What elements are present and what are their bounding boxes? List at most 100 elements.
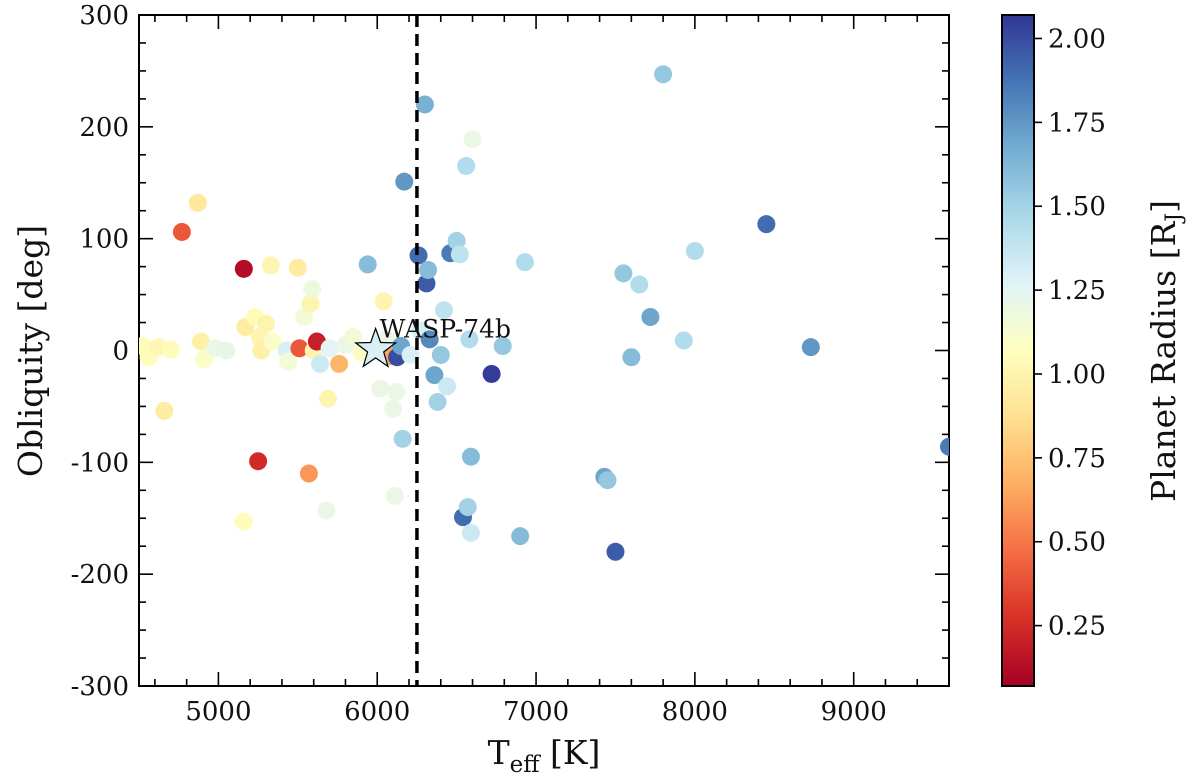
data-point: [511, 527, 530, 546]
colorbar-tick-label: 1.50: [1048, 192, 1106, 222]
data-point: [161, 340, 180, 359]
data-point: [630, 275, 649, 294]
axis-ticks: [139, 14, 950, 687]
x-tick-label: 9000: [821, 697, 887, 727]
colorbar-tick-label: 1.25: [1048, 276, 1106, 306]
data-point: [598, 471, 617, 490]
colorbar-tick-label: 1.00: [1048, 360, 1106, 390]
colorbar-gradient: [1001, 14, 1035, 687]
y-tick-label: -100: [71, 448, 129, 478]
scatter-axes: WASP-74b: [138, 14, 950, 687]
data-point: [641, 307, 660, 326]
y-tick-label: 200: [79, 113, 129, 143]
data-point: [447, 231, 466, 250]
data-point: [279, 352, 298, 371]
data-point: [458, 498, 477, 517]
colorbar-label-end: ]: [1144, 200, 1183, 213]
highlight-marker: [353, 326, 398, 368]
data-point: [654, 65, 673, 84]
data-point: [371, 379, 390, 398]
data-point: [311, 354, 330, 373]
data-point: [463, 130, 482, 149]
colorbar: 0.25 0.50 0.75 1.00 1.25 1.50 1.75 2.00 Planet …: [1001, 14, 1187, 687]
data-point: [217, 341, 236, 360]
data-point: [317, 501, 336, 520]
data-point: [606, 542, 625, 561]
data-point: [172, 222, 191, 241]
data-point: [515, 253, 534, 272]
data-point: [330, 354, 349, 373]
colorbar-label-sub: J: [1162, 213, 1187, 224]
x-tick-label: 5000: [185, 697, 251, 727]
data-point: [263, 332, 282, 351]
data-point: [195, 350, 214, 369]
data-point: [482, 364, 501, 383]
data-point: [395, 172, 414, 191]
y-tick-label: 100: [79, 225, 129, 255]
data-point: [344, 328, 363, 347]
data-point: [393, 429, 412, 448]
data-point: [614, 264, 633, 283]
data-point: [295, 307, 314, 326]
data-point: [374, 292, 393, 311]
y-tick-label: 0: [112, 337, 129, 367]
data-point: [261, 256, 280, 275]
data-point: [257, 314, 276, 333]
x-axis-label: Teff [K]: [488, 733, 601, 778]
data-point: [757, 215, 776, 234]
data-point: [460, 330, 479, 349]
data-point: [431, 345, 450, 364]
y-axis-label: Obliquity [deg]: [11, 225, 50, 477]
data-point: [461, 523, 480, 542]
y-tick-labels: -300 -200 -100 0 100 200 300: [71, 1, 129, 702]
colorbar-label: Planet Radius [RJ]: [1144, 200, 1187, 502]
x-tick-label: 7000: [503, 697, 569, 727]
data-point: [940, 437, 949, 456]
data-point: [493, 337, 512, 356]
data-point: [303, 279, 322, 298]
data-point: [299, 464, 318, 483]
data-point: [419, 260, 438, 279]
data-point: [409, 246, 428, 265]
data-point: [301, 294, 320, 313]
wasp-74b-star-icon: [353, 326, 398, 368]
data-point: [420, 330, 439, 349]
x-axis-label-unit: [K]: [540, 733, 601, 772]
colorbar-tick-label: 1.75: [1048, 108, 1106, 138]
data-point: [434, 301, 453, 320]
data-point: [457, 156, 476, 175]
data-point: [801, 338, 820, 357]
x-tick-labels: 5000 6000 7000 8000 9000: [185, 697, 886, 727]
colorbar-tick-label: 0.75: [1048, 444, 1106, 474]
data-point: [234, 259, 253, 278]
highlight-label: WASP-74b: [380, 314, 511, 343]
y-tick-label: 300: [79, 1, 129, 31]
data-point: [461, 447, 480, 466]
data-point: [290, 339, 309, 358]
data-points: [139, 65, 949, 561]
data-point: [438, 377, 457, 396]
data-point: [319, 389, 337, 408]
x-axis-label-main: T: [488, 733, 510, 772]
data-point: [685, 241, 704, 260]
data-point: [450, 245, 469, 264]
data-point: [288, 258, 307, 277]
data-point: [188, 193, 207, 212]
colorbar-label-main: Planet Radius [R: [1144, 221, 1183, 502]
colorbar-ticks: 0.25 0.50 0.75 1.00 1.25 1.50 1.75 2.00: [1034, 24, 1106, 642]
data-point: [385, 486, 404, 505]
data-point: [234, 512, 253, 531]
data-point: [425, 366, 444, 385]
x-tick-label: 6000: [344, 697, 410, 727]
x-tick-label: 8000: [662, 697, 728, 727]
data-point: [155, 401, 174, 420]
y-tick-label: -300: [71, 672, 129, 702]
data-point: [622, 348, 641, 367]
x-axis-label-sub: eff: [510, 752, 542, 778]
colorbar-tick-label: 0.50: [1048, 528, 1106, 558]
data-point: [320, 339, 339, 358]
data-point: [191, 332, 210, 351]
data-point: [417, 274, 436, 293]
colorbar-tick-label: 2.00: [1048, 24, 1106, 54]
data-point: [384, 399, 403, 418]
